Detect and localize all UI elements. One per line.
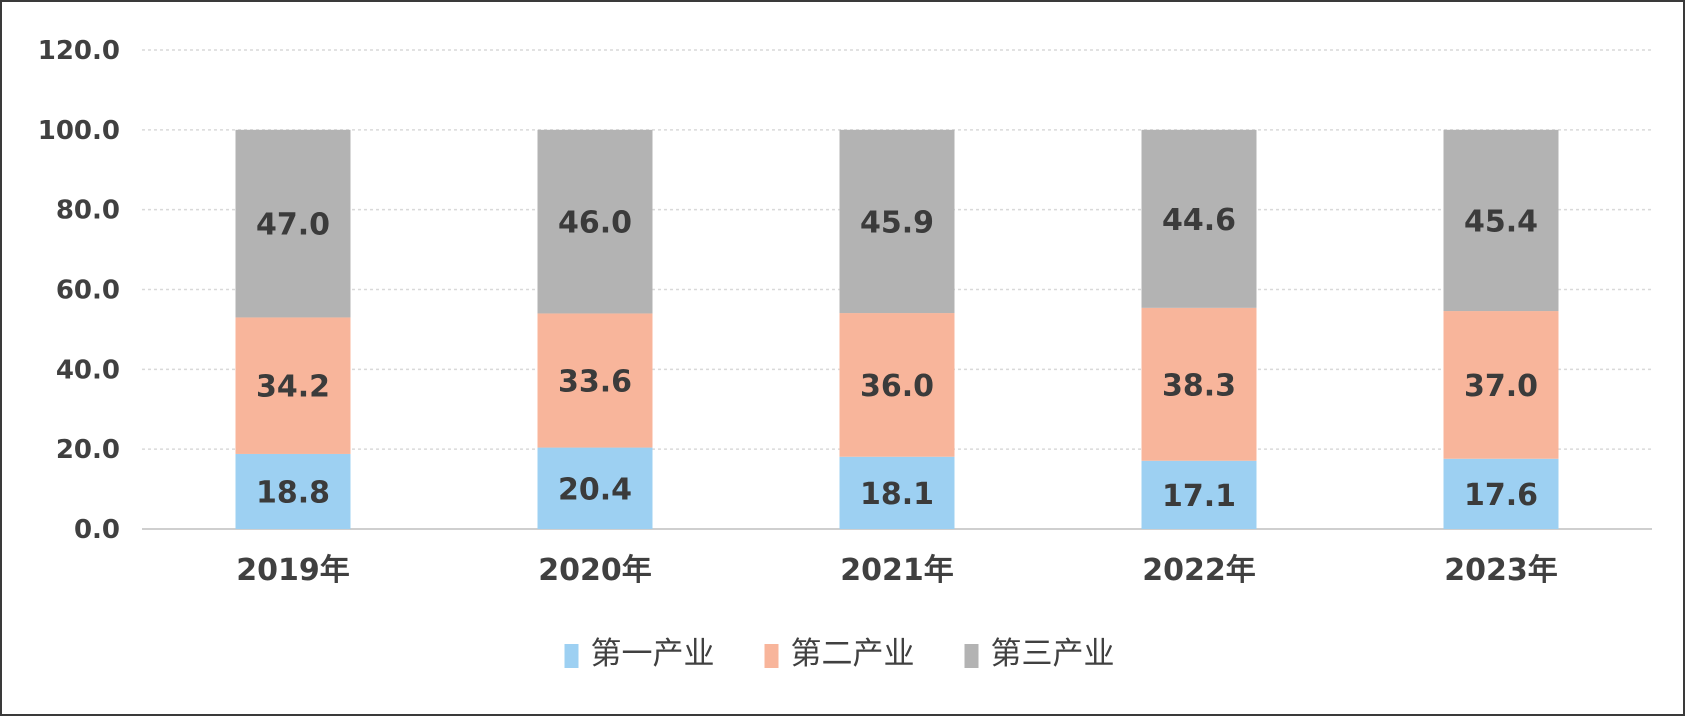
bar-stack: 17.1 38.3 44.6 — [1141, 129, 1257, 529]
bar-segment — [537, 447, 653, 529]
data-label: 33.6 — [558, 365, 632, 400]
y-tick-label: 80.0 — [56, 196, 120, 226]
data-label: 34.2 — [256, 370, 330, 405]
bar-segment — [839, 129, 955, 314]
x-tick-label: 2023年 — [1444, 553, 1558, 588]
bar-segment — [235, 453, 351, 529]
y-tick-label: 120.0 — [38, 36, 120, 66]
data-label: 18.1 — [860, 477, 934, 512]
data-label: 18.8 — [256, 475, 330, 510]
y-tick-label: 60.0 — [56, 276, 120, 306]
bar-segment — [537, 313, 653, 448]
data-label: 17.6 — [1464, 478, 1538, 513]
bar-segment — [839, 456, 955, 529]
x-tick-label: 2019年 — [236, 553, 350, 588]
bar-segment — [235, 129, 351, 318]
legend: 第一产业 第二产业 第三产业 — [564, 636, 1115, 672]
bar-segment — [1141, 129, 1257, 308]
y-tick-label: 20.0 — [56, 435, 120, 465]
legend-item: 第二产业 — [764, 636, 915, 672]
data-label: 36.0 — [860, 369, 934, 404]
data-label: 45.4 — [1464, 204, 1538, 239]
data-label: 38.3 — [1162, 368, 1236, 403]
bar-stack: 20.4 33.6 46.0 — [537, 129, 653, 529]
bar-stack: 17.6 37.0 45.4 — [1443, 129, 1559, 529]
bar-segment — [1141, 460, 1257, 529]
legend-swatch — [964, 644, 979, 668]
y-axis-ticks: 0.0 20.0 40.0 60.0 80.0 100.0 120.0 — [38, 36, 120, 545]
data-label: 17.1 — [1162, 479, 1236, 514]
legend-label: 第二产业 — [791, 636, 915, 672]
x-tick-label: 2020年 — [538, 553, 652, 588]
y-tick-label: 100.0 — [38, 116, 120, 146]
y-tick-label: 0.0 — [74, 515, 120, 545]
bar-stack: 18.8 34.2 47.0 — [235, 129, 351, 529]
bar-segment — [1443, 458, 1559, 529]
bar-segment — [1141, 307, 1257, 461]
data-label: 37.0 — [1464, 369, 1538, 404]
data-label: 45.9 — [860, 205, 934, 240]
y-tick-label: 40.0 — [56, 355, 120, 385]
legend-label: 第一产业 — [591, 636, 715, 672]
legend-swatch — [564, 644, 579, 668]
legend-swatch — [764, 644, 779, 668]
data-label: 20.4 — [558, 472, 632, 507]
data-label: 47.0 — [256, 208, 330, 243]
legend-item: 第三产业 — [964, 636, 1115, 672]
bar-segment — [839, 313, 955, 457]
bar-segment — [537, 129, 653, 314]
legend-label: 第三产业 — [991, 636, 1115, 672]
x-tick-label: 2022年 — [1142, 553, 1256, 588]
bar-segment — [1443, 311, 1559, 459]
bars: 18.8 34.2 47.0 20.4 33.6 46.0 18.1 36.0 45.9 17.1… — [235, 129, 1559, 529]
bar-segment — [1443, 129, 1559, 312]
x-tick-label: 2021年 — [840, 553, 954, 588]
data-label: 44.6 — [1162, 203, 1236, 238]
data-label: 46.0 — [558, 206, 632, 241]
x-axis-ticks: 2019年 2020年 2021年 2022年 2023年 — [236, 553, 1558, 588]
bar-stack: 18.1 36.0 45.9 — [839, 129, 955, 529]
bar-segment — [235, 317, 351, 454]
legend-item: 第一产业 — [564, 636, 715, 672]
